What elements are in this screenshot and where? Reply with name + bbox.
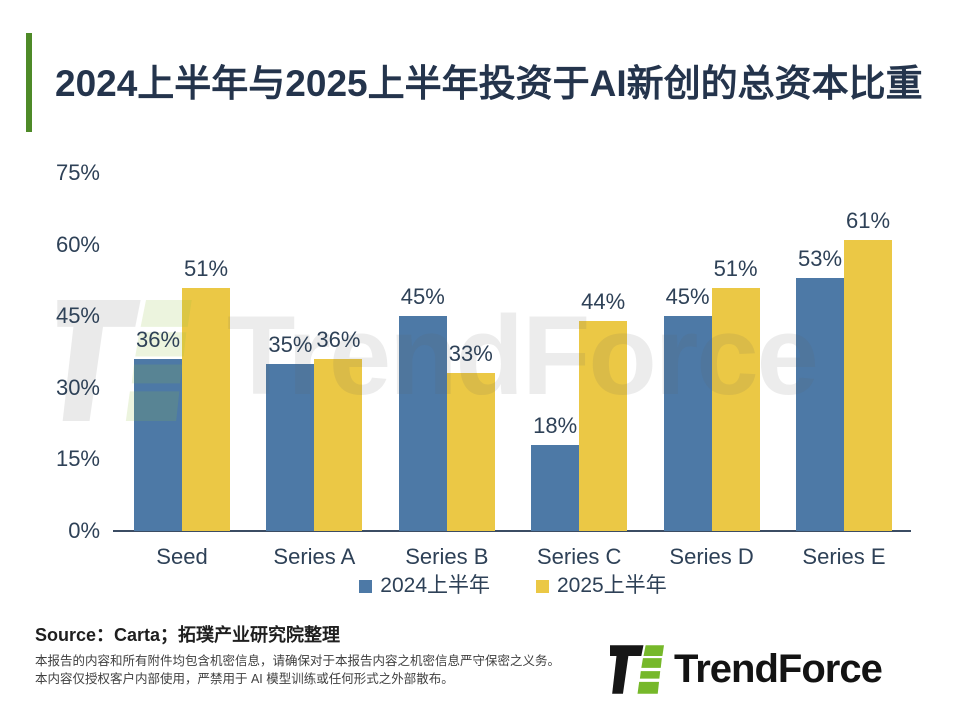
x-category-label: Series B — [405, 544, 489, 569]
x-category-label: Series E — [802, 544, 886, 569]
legend-swatch — [536, 579, 549, 593]
bar-h1-2025 — [182, 287, 230, 531]
bar-value-label: 45% — [400, 284, 445, 310]
bar-value-label: 36% — [316, 327, 361, 353]
bar-h1-2024 — [796, 278, 844, 531]
bar-value-label: 33% — [448, 341, 493, 367]
legend-label: 2024上半年 — [380, 574, 490, 597]
x-category-label: Seed — [156, 544, 208, 569]
y-tick-label: 0% — [68, 518, 100, 543]
trendforce-logo: TrendForce — [610, 645, 883, 694]
bar-value-label: 18% — [533, 413, 578, 439]
legend-item: 2024上半年 — [359, 575, 490, 597]
y-tick-label: 30% — [55, 374, 100, 400]
title-accent-bar — [26, 33, 32, 132]
disclaimer: 本报告的内容和所有附件均包含机密信息，请确保对于本报告内容之机密信息严守保密之义… — [35, 652, 560, 688]
y-tick-label: 45% — [55, 303, 100, 329]
bar-value-label: 36% — [135, 327, 181, 353]
bar-value-label: 51% — [713, 255, 758, 281]
x-category-label: Series A — [273, 544, 356, 569]
x-axis-line — [113, 530, 911, 532]
x-category-label: Series D — [669, 544, 754, 569]
bar-value-label: 45% — [665, 284, 710, 310]
bar-h1-2024 — [663, 316, 712, 531]
y-tick-label: 15% — [55, 446, 100, 472]
bar-value-label: 35% — [268, 331, 313, 357]
x-category-label: Series C — [537, 544, 622, 569]
page-title: 2024上半年与2025上半年投资于AI新创的总资本比重 — [55, 63, 923, 104]
legend-swatch — [359, 579, 373, 593]
bar-value-label: 61% — [845, 207, 891, 233]
trendforce-logo-text: TrendForce — [674, 647, 883, 691]
bar-value-label: 51% — [183, 255, 229, 281]
disclaimer-line-1: 本报告的内容和所有附件均包含机密信息，请确保对于本报告内容之机密信息严守保密之义… — [35, 654, 561, 668]
bar-h1-2025 — [446, 373, 495, 531]
legend-label: 2025上半年 — [557, 574, 667, 597]
bar-h1-2025 — [314, 359, 363, 531]
legend-item: 2025上半年 — [536, 575, 667, 597]
bar-value-label: 53% — [797, 246, 843, 272]
bar-h1-2024 — [134, 359, 182, 531]
chart-legend: 2024上半年 2025上半年 — [115, 575, 911, 597]
y-tick-label: 60% — [55, 231, 100, 257]
bar-h1-2025 — [844, 239, 892, 531]
disclaimer-line-2: 本内容仅授权客户内部使用，严禁用于 AI 模型训练或任何形式之外部散布。 — [35, 672, 454, 686]
bar-h1-2024 — [398, 316, 447, 531]
trendforce-logo-icon — [610, 645, 664, 694]
bar-h1-2025 — [579, 320, 628, 531]
bar-value-label: 44% — [581, 288, 626, 314]
bar-h1-2024 — [266, 363, 315, 531]
bar-h1-2025 — [711, 287, 760, 531]
y-tick-label: 75% — [55, 160, 100, 186]
source-note: Source：Carta；拓璞产业研究院整理 — [35, 625, 341, 645]
bar-h1-2024 — [531, 445, 580, 531]
